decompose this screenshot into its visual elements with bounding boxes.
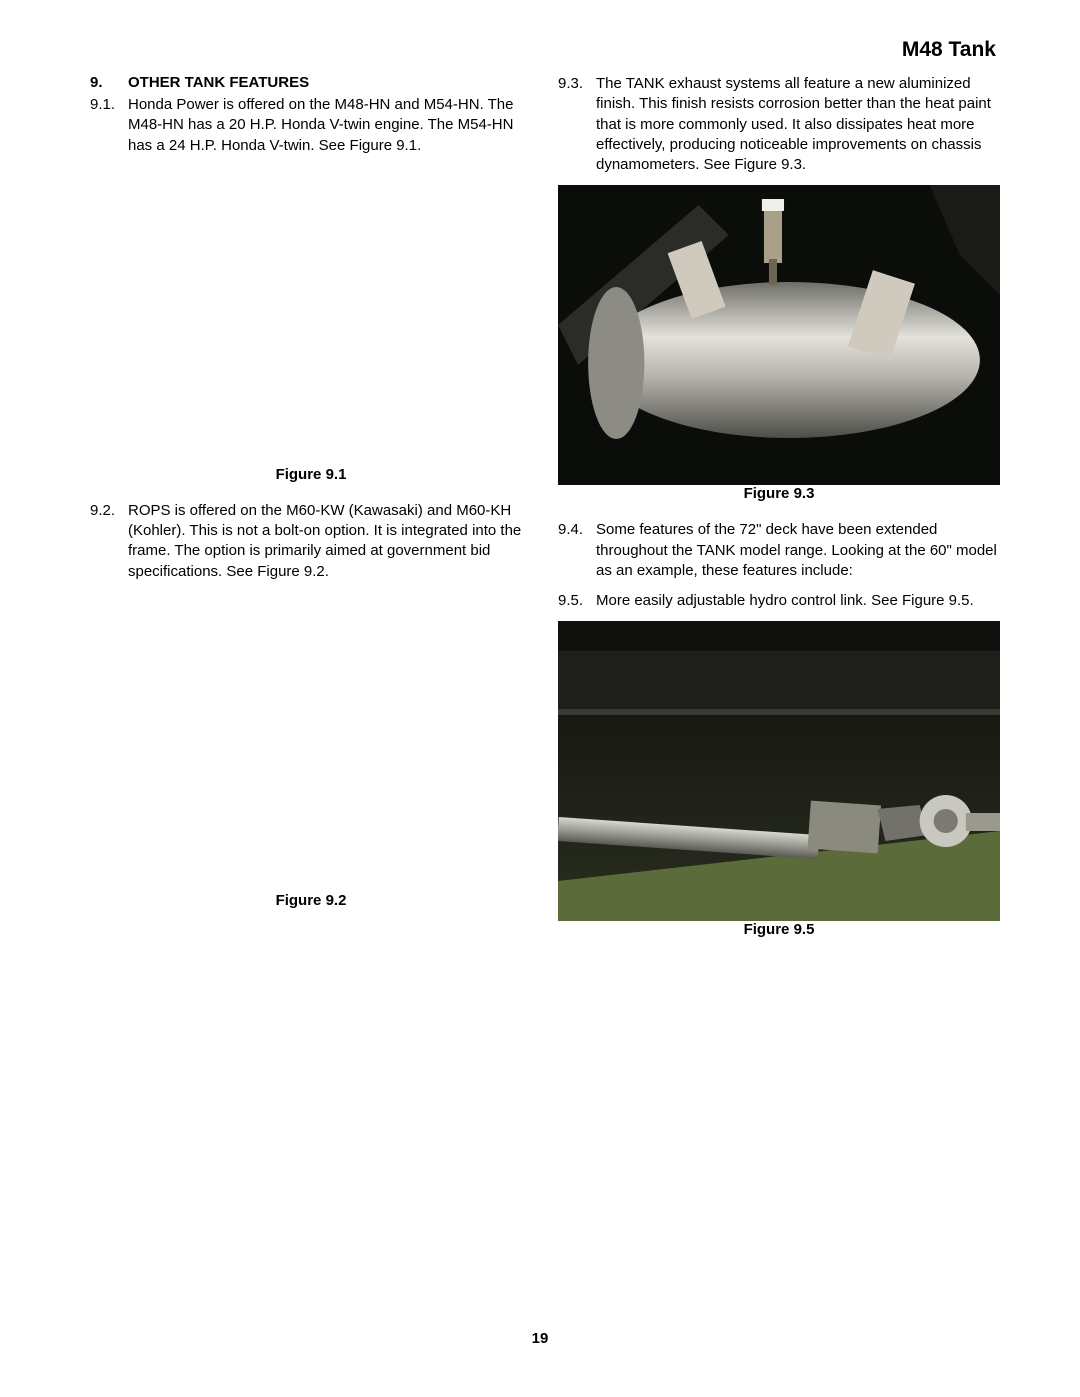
page-title: M48 Tank xyxy=(90,38,1000,62)
section-heading: 9. OTHER TANK FEATURES xyxy=(90,74,532,91)
para-9-4: 9.4. Some features of the 72" deck have … xyxy=(558,520,1000,581)
figure-9-2-caption: Figure 9.2 xyxy=(90,892,532,909)
right-column: 9.3. The TANK exhaust systems all featur… xyxy=(558,74,1000,956)
para-9-1: 9.1. Honda Power is offered on the M48-H… xyxy=(90,95,532,156)
para-text: The TANK exhaust systems all feature a n… xyxy=(596,74,1000,175)
figure-9-2-placeholder xyxy=(90,592,532,892)
page-number: 19 xyxy=(0,1330,1080,1347)
para-number: 9.1. xyxy=(90,95,128,156)
para-number: 9.3. xyxy=(558,74,596,175)
section-number: 9. xyxy=(90,74,128,91)
para-number: 9.4. xyxy=(558,520,596,581)
figure-9-1-placeholder xyxy=(90,166,532,466)
para-text: More easily adjustable hydro control lin… xyxy=(596,591,1000,611)
para-text: Honda Power is offered on the M48-HN and… xyxy=(128,95,532,156)
left-column: 9. OTHER TANK FEATURES 9.1. Honda Power … xyxy=(90,74,532,956)
para-text: ROPS is offered on the M60-KW (Kawasaki)… xyxy=(128,501,532,582)
para-text: Some features of the 72" deck have been … xyxy=(596,520,1000,581)
figure-9-3-image xyxy=(558,185,1000,485)
figure-9-3-caption: Figure 9.3 xyxy=(558,485,1000,502)
para-number: 9.2. xyxy=(90,501,128,582)
para-9-3: 9.3. The TANK exhaust systems all featur… xyxy=(558,74,1000,175)
figure-9-5-caption: Figure 9.5 xyxy=(558,921,1000,938)
section-title: OTHER TANK FEATURES xyxy=(128,74,309,91)
para-number: 9.5. xyxy=(558,591,596,611)
figure-9-5-image xyxy=(558,621,1000,921)
figure-9-1-caption: Figure 9.1 xyxy=(90,466,532,483)
para-9-5: 9.5. More easily adjustable hydro contro… xyxy=(558,591,1000,611)
para-9-2: 9.2. ROPS is offered on the M60-KW (Kawa… xyxy=(90,501,532,582)
